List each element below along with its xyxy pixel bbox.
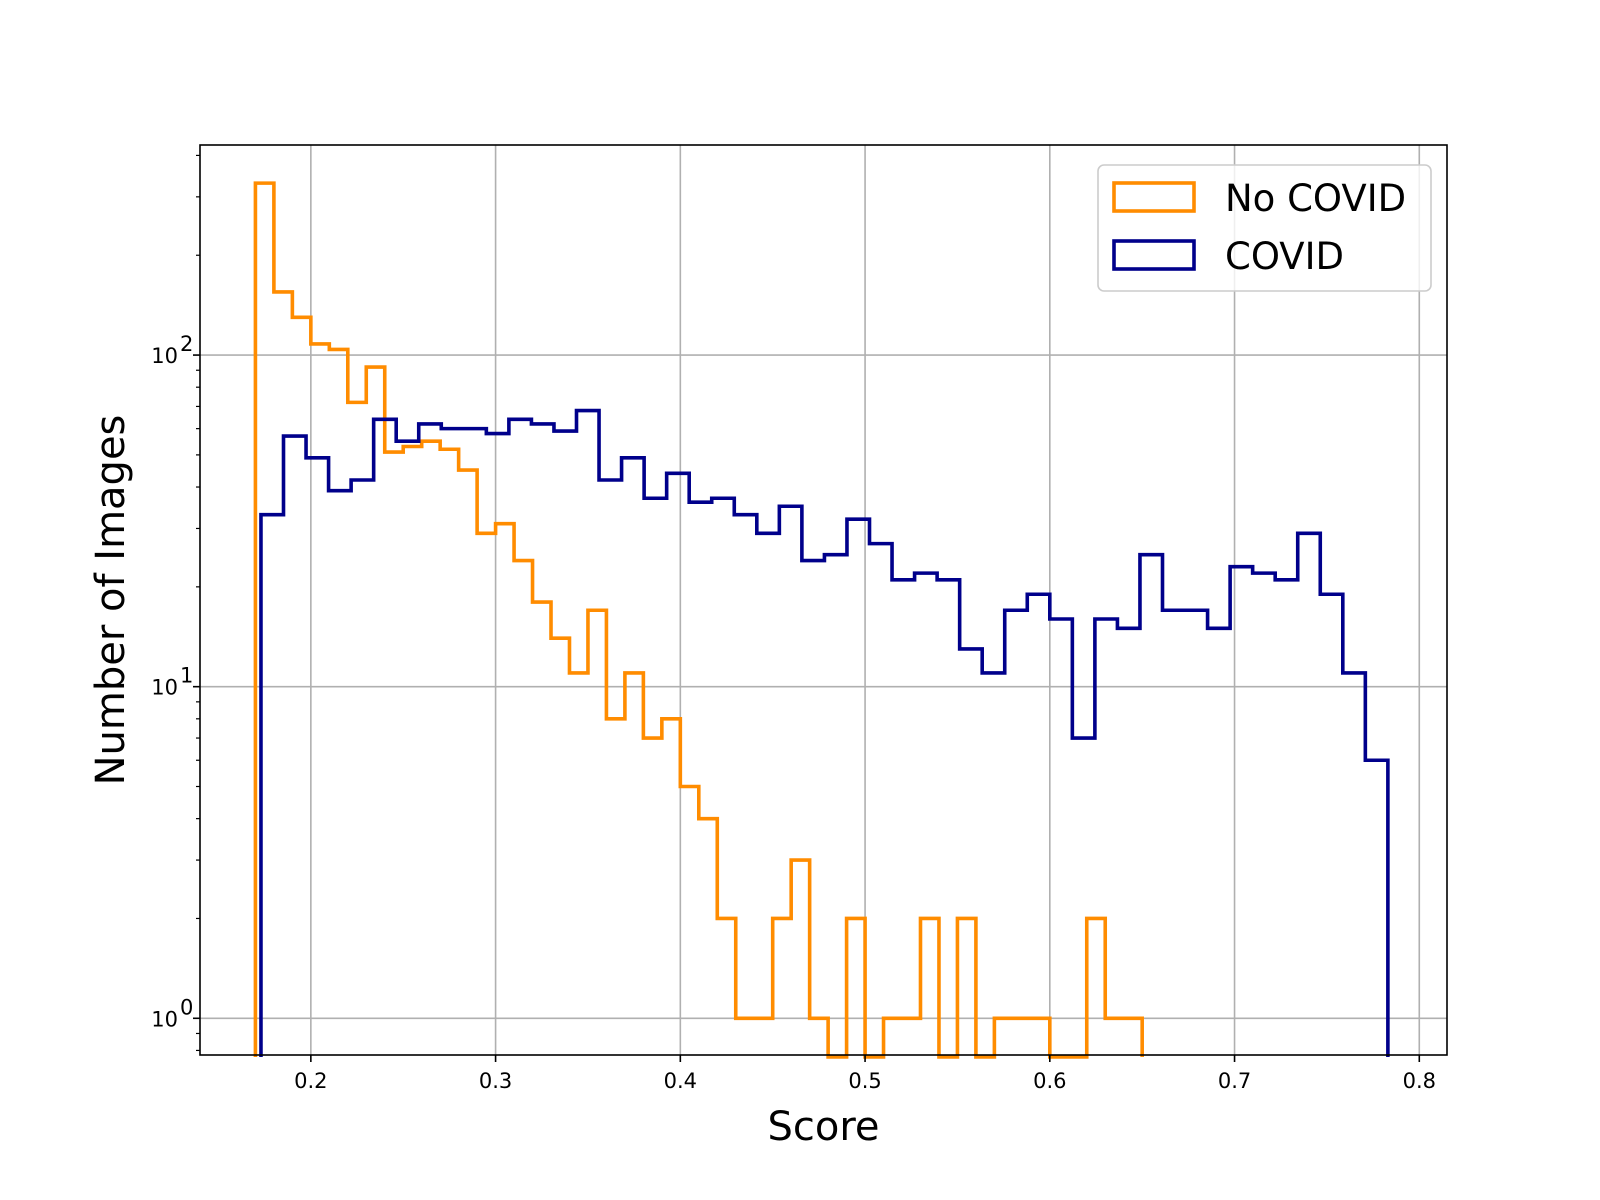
y-axis-title: Number of Images xyxy=(88,415,134,786)
x-tick-label: 0.5 xyxy=(848,1069,881,1093)
legend-label: COVID xyxy=(1225,235,1344,278)
x-tick-label: 0.6 xyxy=(1033,1069,1066,1093)
y-tick-label: 10 xyxy=(151,344,178,368)
series-line-covid xyxy=(259,408,1390,1057)
y-tick-label: 10 xyxy=(151,676,178,700)
histogram-series xyxy=(253,181,1390,1059)
x-tick-label: 0.8 xyxy=(1403,1069,1436,1093)
y-tick-exponent: 0 xyxy=(180,995,193,1019)
x-tick-label: 0.3 xyxy=(479,1069,512,1093)
x-axis: 0.2 0.3 0.4 0.5 0.6 0.7 0.8 xyxy=(294,1055,1436,1093)
y-tick-exponent: 1 xyxy=(180,664,193,688)
x-axis-title: Score xyxy=(767,1104,879,1150)
x-tick-label: 0.2 xyxy=(294,1069,327,1093)
legend-label: No COVID xyxy=(1225,177,1406,220)
plot-frame xyxy=(199,144,1448,1056)
legend-swatch xyxy=(1112,181,1196,213)
y-tick-label: 10 xyxy=(151,1007,178,1031)
legend-swatch xyxy=(1112,239,1196,271)
legend: No COVID COVID xyxy=(1097,164,1432,292)
x-tick-label: 0.7 xyxy=(1218,1069,1251,1093)
y-tick-exponent: 2 xyxy=(180,332,193,356)
x-tick-label: 0.4 xyxy=(664,1069,697,1093)
series-line-no-covid xyxy=(253,181,1144,1059)
legend-box xyxy=(1097,164,1432,292)
grid-lines xyxy=(200,145,1447,1055)
